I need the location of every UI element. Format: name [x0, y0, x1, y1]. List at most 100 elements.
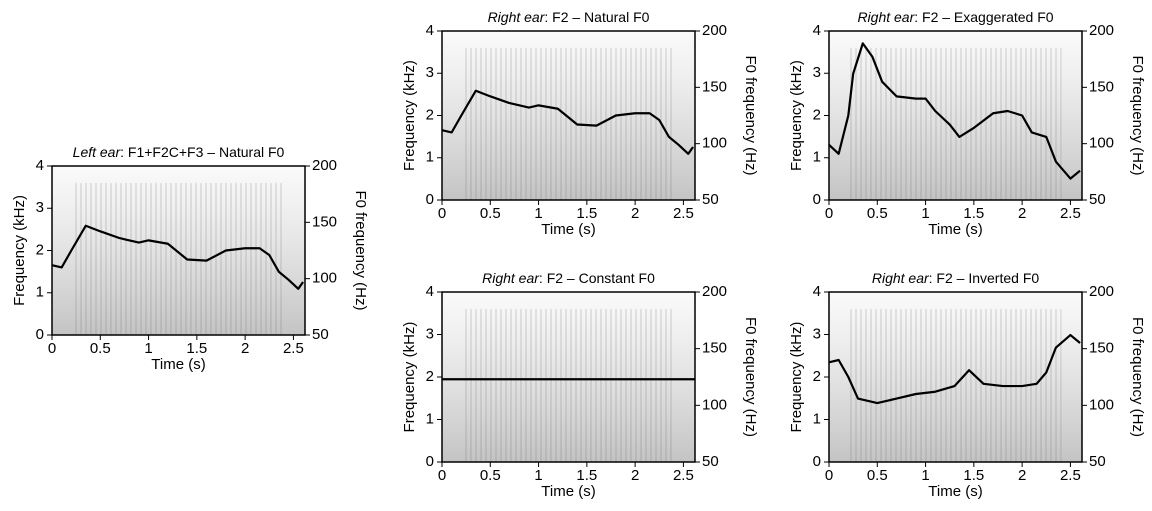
- x-tick-label: 1: [921, 205, 929, 222]
- x-axis-label: Time (s): [541, 221, 595, 238]
- y2-tick-label: 200: [312, 157, 337, 174]
- y-tick-label: 2: [813, 106, 821, 123]
- f0-line: [828, 42, 1081, 180]
- f0-line: [828, 333, 1081, 405]
- y-tick-label: 3: [813, 64, 821, 81]
- f0-line: [441, 89, 694, 155]
- y2-tick-label: 150: [1089, 78, 1114, 95]
- y-tick-label: 1: [813, 149, 821, 166]
- y2-tick-label: 100: [312, 270, 337, 287]
- spectrogram-texture: [462, 309, 675, 462]
- y-tick-label: 1: [813, 410, 821, 427]
- title-ear: Right ear: [857, 9, 915, 25]
- y-tick-label: 2: [426, 368, 434, 385]
- x-tick-label: 0: [825, 467, 833, 484]
- title-text: : F2 – Natural F0: [544, 9, 649, 25]
- y-tick-label: 4: [813, 22, 821, 39]
- chart-title: Right ear: F2 – Constant F0: [482, 270, 655, 286]
- y2-tick-label: 150: [702, 340, 727, 357]
- y-tick-label: 3: [426, 325, 434, 342]
- title-text: : F2 – Exaggerated F0: [914, 9, 1054, 25]
- x-tick-label: 0: [48, 340, 56, 357]
- x-tick-label: 2: [1018, 467, 1026, 484]
- x-tick-label: 2.5: [673, 467, 694, 484]
- y2-tick-label: 100: [1089, 396, 1114, 413]
- y2-tick-label: 200: [702, 283, 727, 300]
- panel: Right ear: F2 – Exaggerated F0 0 0.5 1 1.5 2 2…: [788, 9, 1146, 238]
- y2-tick-label: 200: [1089, 22, 1114, 39]
- spectrogram-texture: [462, 47, 675, 201]
- y2-tick-label: 50: [1089, 191, 1106, 208]
- x-tick-label: 1: [534, 205, 542, 222]
- spectrogram-texture: [849, 47, 1062, 201]
- y2-tick-label: 200: [1089, 283, 1114, 300]
- x-axis-label: Time (s): [928, 483, 982, 500]
- y-tick-label: 0: [426, 453, 434, 470]
- y2-tick-label: 150: [702, 78, 727, 95]
- chart-title: Left ear: F1+F2C+F3 – Natural F0: [73, 144, 285, 160]
- title-ear: Right ear: [488, 9, 546, 25]
- x-tick-label: 0: [825, 205, 833, 222]
- y-tick-label: 4: [426, 22, 434, 39]
- y-tick-label: 1: [426, 149, 434, 166]
- y2-tick-label: 150: [312, 213, 337, 230]
- spectrogram-texture: [72, 182, 285, 335]
- title-ear: Right ear: [482, 270, 540, 286]
- y2-axis-label: F0 frequency (Hz): [742, 55, 759, 175]
- y2-tick-label: 200: [702, 22, 727, 39]
- y2-tick-label: 50: [1089, 453, 1106, 470]
- x-tick-label: 1.5: [963, 467, 984, 484]
- x-tick-label: 2: [631, 205, 639, 222]
- x-tick-label: 1.5: [963, 205, 984, 222]
- y-tick-label: 0: [813, 453, 821, 470]
- x-tick-label: 1.5: [576, 205, 597, 222]
- y-axis-label: Frequency (kHz): [788, 60, 805, 171]
- y-tick-label: 2: [36, 241, 44, 258]
- x-tick-label: 0: [438, 205, 446, 222]
- panel: Right ear: F2 – Constant F0 0 0.5 1 1.5 2 2.5 0…: [401, 270, 759, 500]
- x-tick-label: 2.5: [1060, 467, 1081, 484]
- x-tick-label: 1: [534, 467, 542, 484]
- y-axis-label: Frequency (kHz): [401, 322, 418, 433]
- y-axis-label: Frequency (kHz): [401, 60, 418, 171]
- y-tick-label: 4: [36, 157, 44, 174]
- panel: Left ear: F1+F2C+F3 – Natural F0 0 0.5 1 1.5…: [11, 144, 369, 373]
- x-tick-label: 0.5: [867, 205, 888, 222]
- x-tick-label: 0.5: [480, 205, 501, 222]
- y-tick-label: 3: [813, 325, 821, 342]
- x-tick-label: 1: [144, 340, 152, 357]
- y-tick-label: 1: [36, 284, 44, 301]
- y2-tick-label: 50: [702, 191, 719, 208]
- x-tick-label: 2: [631, 467, 639, 484]
- y-tick-label: 4: [813, 283, 821, 300]
- y-tick-label: 2: [426, 106, 434, 123]
- x-tick-label: 1: [921, 467, 929, 484]
- y-tick-label: 2: [813, 368, 821, 385]
- x-tick-label: 0.5: [90, 340, 111, 357]
- y-tick-label: 3: [426, 64, 434, 81]
- y-axis-label: Frequency (kHz): [11, 195, 28, 306]
- x-tick-label: 2.5: [1060, 205, 1081, 222]
- f0-line: [51, 224, 304, 290]
- panel: Right ear: F2 – Natural F0 0 0.5 1 1.5 2 2.5 0 1…: [401, 9, 759, 238]
- y-tick-label: 1: [426, 410, 434, 427]
- y2-axis-label: F0 frequency (Hz): [352, 190, 369, 310]
- x-tick-label: 2: [241, 340, 249, 357]
- x-axis-label: Time (s): [541, 483, 595, 500]
- y-tick-label: 0: [36, 326, 44, 343]
- y2-tick-label: 150: [1089, 340, 1114, 357]
- y2-tick-label: 100: [702, 396, 727, 413]
- x-tick-label: 0.5: [867, 467, 888, 484]
- y2-tick-label: 100: [1089, 135, 1114, 152]
- x-tick-label: 0.5: [480, 467, 501, 484]
- y2-axis-label: F0 frequency (Hz): [742, 317, 759, 437]
- y2-tick-label: 100: [702, 135, 727, 152]
- x-tick-label: 1.5: [576, 467, 597, 484]
- x-tick-label: 2: [1018, 205, 1026, 222]
- y2-tick-label: 50: [312, 326, 329, 343]
- y-tick-label: 4: [426, 283, 434, 300]
- y2-tick-label: 50: [702, 453, 719, 470]
- x-axis-label: Time (s): [151, 356, 205, 373]
- x-tick-label: 2.5: [283, 340, 304, 357]
